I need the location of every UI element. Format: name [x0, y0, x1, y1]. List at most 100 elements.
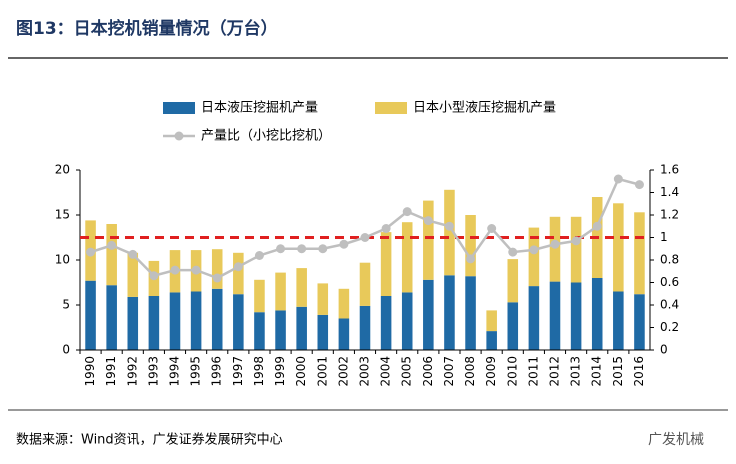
- bar: [359, 262, 371, 306]
- bar: [317, 283, 329, 315]
- y2-tick-label: 0.2: [660, 320, 679, 334]
- bar: [211, 288, 223, 350]
- x-tick-label: 1996: [210, 356, 224, 387]
- point: [212, 273, 222, 283]
- source: 数据来源：Wind资讯，广发证券发展研究中心: [16, 432, 283, 448]
- point: [381, 224, 391, 233]
- bar: [380, 296, 392, 350]
- bar: [444, 275, 455, 350]
- point: [634, 180, 644, 190]
- bar: [613, 291, 624, 350]
- y2-tick-label: 0.6: [660, 275, 679, 289]
- bar: [634, 294, 645, 350]
- point: [297, 244, 307, 254]
- bar: [423, 279, 434, 350]
- x-tick-label: 2009: [484, 356, 498, 387]
- y2-tick-label: 0.4: [660, 298, 679, 312]
- x-tick-label: 2002: [336, 356, 350, 387]
- x-tick-label: 2003: [358, 356, 372, 387]
- bar: [85, 280, 96, 350]
- x-tick-label: 2015: [611, 356, 625, 387]
- bar: [507, 259, 519, 303]
- bar: [275, 310, 286, 350]
- watermark: 广发机械: [648, 432, 704, 448]
- legend-label: 日本液压挖掘机产量: [201, 101, 318, 116]
- x-tick-label: 1997: [231, 356, 245, 387]
- point: [107, 240, 117, 250]
- bar: [570, 282, 582, 350]
- x-tick-label: 1999: [273, 356, 287, 387]
- bar: [528, 286, 540, 350]
- bar: [380, 232, 392, 296]
- bar: [127, 296, 139, 350]
- point: [360, 233, 370, 242]
- x-tick-label: 2014: [590, 356, 604, 387]
- legend-swatch: [375, 102, 407, 114]
- bar: [254, 279, 265, 313]
- x-tick-label: 1990: [83, 356, 97, 387]
- point: [170, 265, 180, 275]
- x-tick-label: 1993: [146, 356, 160, 387]
- point: [233, 262, 243, 272]
- bar: [233, 294, 244, 350]
- x-tick-label: 2005: [400, 356, 414, 387]
- bar: [148, 296, 160, 350]
- point: [254, 251, 264, 260]
- point: [191, 265, 201, 275]
- y2-tick-label: 1.4: [660, 185, 679, 199]
- point: [128, 249, 138, 259]
- point: [466, 254, 476, 264]
- bar: [549, 281, 561, 350]
- point: [529, 245, 539, 255]
- x-tick-label: 2013: [569, 356, 583, 387]
- bar: [401, 222, 413, 293]
- bar: [338, 318, 350, 350]
- bar: [486, 310, 497, 332]
- chart-title: 图13：日本挖机销量情况（万台）: [16, 18, 278, 39]
- point: [444, 221, 454, 231]
- x-tick-label: 2011: [526, 356, 540, 387]
- y-tick-label: 15: [55, 208, 70, 222]
- bar: [570, 216, 582, 283]
- y2-tick-label: 1: [660, 230, 668, 244]
- point: [592, 221, 602, 231]
- x-tick-label: 2001: [315, 356, 329, 387]
- point: [86, 247, 96, 257]
- bar: [507, 302, 519, 350]
- x-tick-label: 2012: [548, 356, 562, 387]
- x-tick-label: 2006: [421, 356, 435, 387]
- y-tick-label: 0: [62, 343, 70, 357]
- y2-tick-label: 1.6: [660, 163, 679, 177]
- bar: [190, 291, 202, 350]
- y2-tick-label: 0: [660, 343, 668, 357]
- bar: [444, 189, 455, 276]
- legend-label: 产量比（小挖比挖机）: [201, 129, 331, 144]
- bar: [317, 314, 329, 350]
- bar: [127, 252, 139, 297]
- point: [508, 247, 518, 257]
- bar: [275, 272, 286, 311]
- bar: [528, 227, 540, 287]
- bar: [465, 276, 476, 350]
- x-tick-label: 2000: [294, 356, 308, 387]
- bar: [423, 200, 434, 280]
- bar: [486, 331, 497, 350]
- bar: [634, 212, 645, 295]
- point: [487, 224, 497, 233]
- x-tick-label: 2010: [505, 356, 519, 387]
- point: [550, 239, 560, 249]
- legend-swatch: [163, 102, 195, 114]
- bar: [549, 216, 561, 282]
- bar: [211, 249, 223, 289]
- point: [276, 244, 286, 254]
- bar: [233, 252, 244, 295]
- point: [318, 244, 328, 254]
- bar: [591, 278, 603, 350]
- legend-label: 日本小型液压挖掘机产量: [413, 101, 556, 116]
- x-tick-label: 1995: [189, 356, 203, 387]
- x-tick-label: 1991: [104, 356, 118, 387]
- x-tick-label: 2008: [463, 356, 477, 387]
- point: [402, 207, 412, 217]
- point: [149, 271, 159, 281]
